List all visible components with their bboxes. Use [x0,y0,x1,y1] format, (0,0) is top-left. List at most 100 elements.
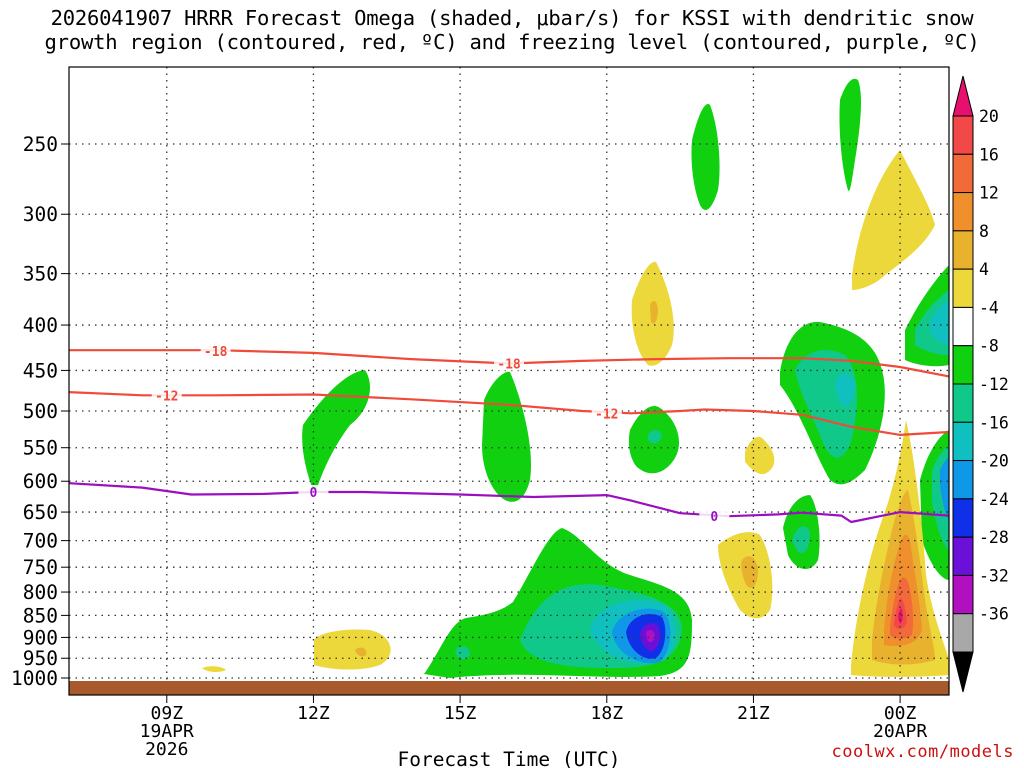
contour-label-bg [699,509,730,524]
colorbar-label: -20 [979,452,1009,471]
y-tick-label: 700 [23,530,58,553]
grid-lines [69,67,949,695]
colorbar-bin [952,383,974,423]
y-tick-label: 450 [23,359,58,382]
y-tick-label: 550 [23,437,58,460]
title-line-1: 2026041907 HRRR Forecast Omega (shaded, … [50,6,974,30]
y-tick-label: 500 [23,400,58,423]
omega-ascent-region [839,78,862,191]
x-tick-label: 19APR [140,721,194,742]
x-tick-label: 2026 [145,739,188,760]
omega-descent-region [745,436,775,475]
omega-ascent-region [940,457,949,520]
colorbar-bin [952,153,974,194]
colorbar-bin [952,306,974,347]
credit-text: coolwx.com/models [831,742,1014,762]
contour-label-bg [200,344,231,359]
chart-title: 2026041907 HRRR Forecast Omega (shaded, … [0,6,1024,54]
x-tick-label: 09Z [151,703,184,724]
colorbar-label: -24 [979,490,1009,509]
y-tick-label: 250 [23,133,58,156]
colorbar-label: -8 [979,337,999,356]
colorbar-bin [952,421,974,462]
y-tick-label: 950 [23,647,58,670]
omega-descent-region [898,608,903,624]
colorbar-label: -12 [979,375,1009,394]
omega-ascent-region [482,371,531,502]
y-tick-label: 600 [23,470,58,493]
contour-label: 0 [310,486,318,501]
ground-surface [69,681,949,695]
y-tick-label: 350 [23,263,58,286]
y-tick-label: 850 [23,604,58,627]
colorbar-label: 8 [979,222,989,241]
colorbar-label: -28 [979,528,1009,547]
y-axis: 2503003504004505005506006507007508008509… [11,133,69,690]
colorbar-bin [952,268,974,308]
x-tick-label: 12Z [297,703,330,724]
omega-ascent-region [835,373,855,407]
omega-descent-region [741,556,758,588]
colorbar-label: -4 [979,298,999,317]
omega-ascent-region [691,104,720,210]
colorbar-bin [952,460,974,500]
omega-ascent-region [648,429,662,444]
contour-label-bg [494,356,524,371]
colorbar-label: -16 [979,413,1009,432]
colorbar-bin [952,192,974,232]
y-tick-label: 900 [23,626,58,649]
temperature-contours: -18 -18 -12 -12 0 0 [68,344,950,525]
omega-ascent-region [792,526,810,554]
colorbar-label: 12 [979,184,999,203]
omega-ascent-region [455,646,470,660]
omega-ascent-region [302,370,370,495]
colorbar-arrow-top [952,75,974,117]
omega-ascent-region [646,629,655,643]
x-tick-label: 20APR [873,721,927,742]
contour-label: -18 [497,358,521,373]
contour-label-bg [298,484,329,499]
omega-descent-region [355,647,367,657]
colorbar-bin [952,536,974,576]
colorbar-bin [952,498,974,538]
colorbar-label: 20 [979,107,999,126]
omega-descent-region [202,666,226,673]
y-tick-label: 650 [23,501,58,524]
omega-descent-region [852,150,935,290]
x-tick-label: 15Z [444,703,477,724]
colorbar-label: 4 [979,260,989,279]
omega-shading [202,78,949,678]
colorbar-bin [952,115,974,155]
colorbar: 20 16 12 8 4 -4 -8 -12 -16 -20 -24 -28 -32 -36 [952,75,1009,693]
contour-label-bg [151,388,182,403]
y-tick-label: 400 [23,314,58,337]
contour-label: -12 [155,389,178,404]
contour-label: -18 [204,345,228,360]
y-tick-label: 1000 [11,667,58,690]
colorbar-bin [952,345,974,385]
contour-label: 0 [710,510,718,525]
x-axis-title: Forecast Time (UTC) [397,748,620,768]
colorbar-label: 16 [979,145,999,164]
colorbar-label: -32 [979,566,1009,585]
y-tick-label: 750 [23,556,58,579]
colorbar-bin [952,230,974,270]
colorbar-arrow-bottom [952,651,974,693]
colorbar-bin [952,613,974,653]
contour-label: -12 [595,407,618,422]
contour-label-bg [591,406,622,421]
x-tick-label: 21Z [737,703,770,724]
y-tick-label: 800 [23,581,58,604]
omega-descent-region [314,629,391,670]
plot-frame [68,66,950,696]
title-line-2: growth region (contoured, red, ºC) and f… [44,30,980,54]
colorbar-label: -36 [979,605,1009,624]
omega-descent-region [650,300,658,324]
contour-line [68,482,950,524]
colorbar-bin [952,574,974,615]
y-tick-label: 300 [23,203,58,226]
x-tick-label: 00Z [884,703,917,724]
omega-ascent-region [930,300,949,345]
